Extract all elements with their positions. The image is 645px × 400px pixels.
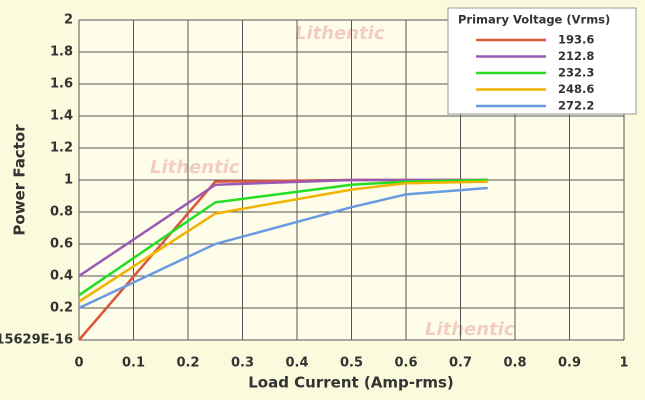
watermark: Lithentic	[295, 23, 385, 44]
x-tick-label: 0.1	[122, 356, 145, 371]
y-tick-label: 0.2	[50, 301, 73, 316]
x-tick-label: 0.3	[231, 356, 254, 371]
y-tick-label: 2	[64, 13, 73, 28]
y-axis-label: Power Factor	[11, 124, 29, 236]
x-tick-label: 0.7	[449, 356, 472, 371]
y-tick-label: 1	[64, 173, 73, 188]
y-tick-label: 0.4	[50, 269, 73, 284]
x-tick-label: 0.6	[394, 356, 417, 371]
y-tick-label: 1.4	[50, 109, 73, 124]
y-tick-label: 1.8	[50, 45, 73, 60]
legend-label: 272.2	[558, 99, 594, 113]
series-line	[78, 180, 488, 303]
x-tick-label: 0.5	[340, 356, 363, 371]
legend-label: 212.8	[558, 49, 594, 63]
x-tick-label: 0.2	[176, 356, 199, 371]
y-tick-label: 0.8	[50, 205, 73, 220]
series-line	[78, 186, 488, 310]
y-tick-label: 0.6	[50, 237, 73, 252]
y-tick-label: 1.2	[50, 141, 73, 156]
watermark: Lithentic	[425, 319, 515, 340]
watermark: Lithentic	[150, 157, 240, 178]
y-tick-label: 1.6	[50, 77, 73, 92]
x-tick-label: 0.8	[503, 356, 526, 371]
x-tick-label: 0.9	[558, 356, 581, 371]
legend-title: Primary Voltage (Vrms)	[458, 13, 610, 27]
x-axis-label: Load Current (Amp-rms)	[248, 374, 454, 392]
x-tick-label: 0.4	[285, 356, 308, 371]
legend-label: 193.6	[558, 33, 594, 47]
series-line	[78, 178, 488, 297]
y-tick-label: 15629E-16	[0, 333, 73, 348]
legend-label: 232.3	[558, 66, 594, 80]
x-tick-label: 0	[74, 356, 83, 371]
legend-label: 248.6	[558, 82, 594, 96]
legend-box	[447, 7, 637, 115]
x-tick-label: 1	[619, 356, 628, 371]
